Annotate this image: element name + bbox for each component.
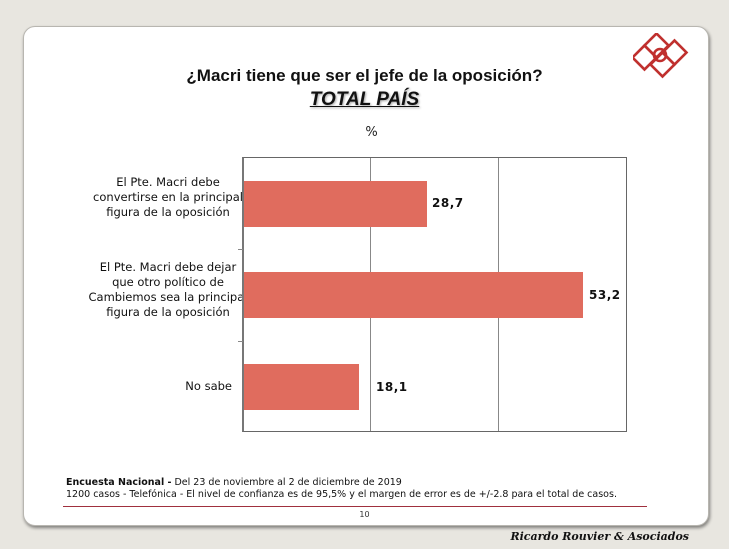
page-number: 10 <box>359 510 370 519</box>
value-label-2: 53,2 <box>589 288 621 302</box>
unit-label: % <box>365 125 378 140</box>
axis-tick <box>238 341 243 342</box>
footer-methodology: 1200 casos - Telefónica - El nivel de co… <box>66 489 617 500</box>
footer-survey: Encuesta Nacional - Del 23 de noviembre … <box>66 477 402 488</box>
rra-diamond-logo-icon <box>633 33 689 79</box>
value-label-1: 28,7 <box>432 196 464 210</box>
footer-survey-label: Encuesta Nacional - <box>66 477 172 488</box>
chart-title: ¿Macri tiene que ser el jefe de la oposi… <box>186 66 543 85</box>
value-label-3: 18,1 <box>376 380 408 394</box>
footer-divider <box>63 506 647 507</box>
plot-area: 28,7 53,2 18,1 <box>238 157 627 432</box>
bar-2 <box>244 272 583 318</box>
axis-tick <box>238 249 243 250</box>
category-label-2: El Pte. Macri debe dejar que otro políti… <box>88 260 248 319</box>
category-label-3: No sabe <box>185 379 232 393</box>
bar-3 <box>244 364 359 410</box>
footer-survey-dates: Del 23 de noviembre al 2 de diciembre de… <box>171 477 402 488</box>
bar-1 <box>244 181 427 227</box>
category-label-1: El Pte. Macri debe convertirse en la pri… <box>93 175 243 219</box>
chart-subtitle: TOTAL PAÍS <box>309 89 420 110</box>
brand-name: Ricardo Rouvier & Asociados <box>510 530 689 543</box>
